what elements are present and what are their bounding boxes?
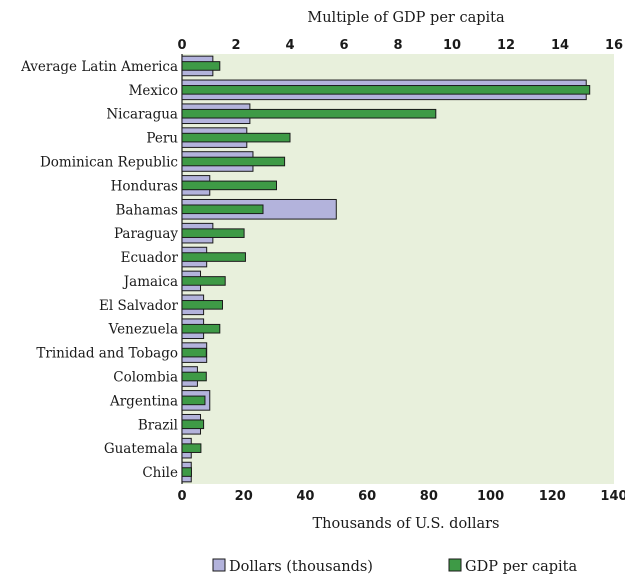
category-label: Average Latin America [20, 59, 178, 75]
bar-gdp-per-capita [181, 108, 437, 119]
category-label: Peru [146, 131, 178, 147]
bar-gdp-per-capita [181, 204, 264, 215]
category-label: Jamaica [122, 274, 178, 290]
plot-area [182, 54, 614, 484]
bar-gdp-per-capita [181, 347, 207, 358]
bar-gdp-per-capita [181, 300, 223, 310]
top-axis-title: Multiple of GDP per capita [307, 10, 505, 26]
bar-gdp-per-capita [181, 61, 221, 71]
category-label: Honduras [111, 178, 178, 194]
top-axis-tick-label: 6 [339, 38, 348, 53]
legend-swatch-dollars [212, 558, 226, 572]
category-label: Guatemala [104, 441, 178, 457]
legend-swatch-gdp [448, 558, 462, 572]
bottom-axis-tick-label: 20 [235, 489, 253, 504]
bar-gdp-per-capita [181, 180, 277, 191]
bottom-axis-tick-label: 140 [600, 489, 625, 504]
bar-gdp-per-capita [181, 132, 291, 143]
bottom-axis-title: Thousands of U.S. dollars [313, 516, 500, 532]
top-axis-tick-label: 2 [231, 38, 240, 53]
bar-gdp-per-capita [181, 85, 591, 95]
legend-label-gdp: GDP per capita [465, 559, 577, 575]
category-label: Argentina [109, 393, 178, 409]
category-label: Bahamas [116, 202, 179, 218]
category-label: Chile [142, 465, 178, 481]
category-label: Paraguay [114, 226, 178, 242]
bottom-axis-tick-label: 120 [539, 489, 566, 504]
top-axis-tick-label: 12 [497, 38, 515, 53]
bar-gdp-per-capita [181, 156, 286, 167]
bar-gdp-per-capita [181, 323, 221, 334]
bar-gdp-per-capita [181, 443, 202, 453]
category-label: Trinidad and Tobago [36, 346, 178, 362]
bar-gdp-per-capita [181, 419, 205, 430]
category-label: Dominican Republic [40, 155, 178, 171]
top-axis-tick-label: 14 [551, 38, 569, 53]
bar-gdp-per-capita [181, 371, 207, 382]
bottom-axis-tick-label: 100 [477, 489, 504, 504]
bar-gdp-per-capita [181, 395, 206, 406]
category-label: Venezuela [108, 322, 178, 338]
category-label: Ecuador [121, 250, 179, 266]
category-label: El Salvador [99, 298, 179, 314]
bottom-axis-tick-label: 40 [296, 489, 314, 504]
bar-gdp-per-capita [181, 228, 245, 238]
category-label: Brazil [138, 417, 178, 433]
category-label: Nicaragua [106, 107, 178, 123]
bottom-axis-tick-label: 80 [420, 489, 438, 504]
top-axis-tick-label: 0 [177, 38, 186, 53]
bar-gdp-per-capita [181, 276, 226, 286]
top-axis-tick-label: 10 [443, 38, 461, 53]
bottom-axis-tick-label: 60 [358, 489, 376, 504]
legend-label-dollars: Dollars (thousands) [229, 559, 373, 575]
category-label: Mexico [129, 83, 178, 99]
category-label: Colombia [113, 370, 178, 386]
top-axis-tick-label: 4 [285, 38, 294, 53]
bar-gdp-per-capita [181, 467, 192, 477]
bottom-axis-tick-label: 0 [177, 489, 186, 504]
top-axis-tick-label: 16 [605, 38, 623, 53]
bar-gdp-per-capita [181, 252, 246, 262]
top-axis-tick-label: 8 [393, 38, 402, 53]
